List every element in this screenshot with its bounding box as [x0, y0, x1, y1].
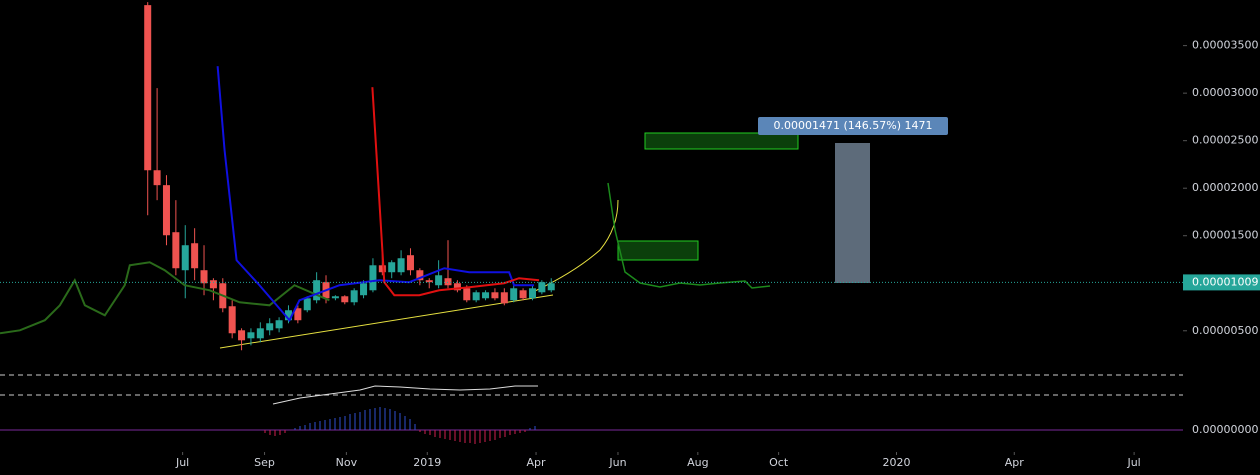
- candle-body: [228, 306, 236, 334]
- candle-body: [463, 288, 471, 301]
- candle-body: [341, 296, 349, 303]
- target-zone: [644, 132, 799, 150]
- y-tick-label: 0.00003500: [1192, 39, 1258, 52]
- candle-body: [247, 332, 255, 339]
- candle-body: [500, 292, 508, 304]
- oscillator-zero-label: 0.00000000: [1192, 423, 1258, 436]
- candle-body: [266, 323, 274, 331]
- candle-body: [482, 292, 490, 299]
- measure-label-box: [758, 117, 948, 135]
- indicator-line: [0, 261, 330, 335]
- last-price-box: [1183, 274, 1260, 291]
- projection-line: [607, 182, 771, 289]
- candle-body: [162, 185, 170, 236]
- candle-body: [378, 265, 386, 273]
- trend-curve: [534, 199, 619, 292]
- candle-body: [444, 278, 452, 286]
- candle-body: [360, 283, 368, 296]
- y-tick-label: 0.00001500: [1192, 229, 1258, 242]
- measure-label: 0.00001471 (146.57%) 1471: [774, 119, 933, 132]
- candle-body: [200, 270, 208, 284]
- candle-body: [472, 292, 480, 301]
- trend-line: [219, 294, 554, 349]
- candle-body: [144, 5, 152, 171]
- x-tick-label: Apr: [527, 456, 547, 469]
- candle-body: [294, 308, 302, 321]
- histogram-neg: [264, 430, 526, 444]
- candle-body: [519, 290, 527, 299]
- candle-body: [209, 280, 217, 289]
- candle-body: [453, 283, 461, 291]
- histogram-pos: [294, 407, 536, 430]
- candle-body: [491, 292, 499, 299]
- x-tick-label: Jul: [175, 456, 189, 469]
- candle-body: [547, 283, 555, 291]
- indicator-line: [371, 87, 540, 297]
- candle-body: [388, 262, 396, 273]
- candle-body: [331, 296, 339, 299]
- candle-body: [369, 265, 377, 291]
- indicator-line: [216, 66, 535, 323]
- candle-body: [191, 243, 199, 269]
- target-zone: [617, 240, 699, 261]
- x-tick-label: Nov: [336, 456, 358, 469]
- candle-body: [425, 280, 433, 283]
- x-tick-label: Apr: [1005, 456, 1025, 469]
- candle-body: [416, 270, 424, 281]
- y-tick-label: 0.00000500: [1192, 324, 1258, 337]
- oscillator-line: [272, 385, 538, 405]
- y-tick-label: 0.00003000: [1192, 86, 1258, 99]
- candle-body: [256, 328, 264, 339]
- x-tick-label: Jun: [608, 456, 626, 469]
- candle-body: [397, 258, 405, 273]
- candle-body: [510, 288, 518, 301]
- x-tick-label: Oct: [769, 456, 789, 469]
- measure-bar: [835, 143, 870, 283]
- candle-body: [172, 232, 180, 269]
- x-tick-label: Jul: [1126, 456, 1140, 469]
- candle-body: [528, 288, 536, 299]
- x-tick-label: Sep: [254, 456, 275, 469]
- candle-body: [303, 298, 311, 311]
- candle-body: [153, 170, 161, 186]
- candle-body: [238, 330, 246, 341]
- candle-body: [435, 275, 443, 286]
- candle-body: [406, 255, 414, 271]
- y-tick-label: 0.00002500: [1192, 134, 1258, 147]
- last-price-label: 0.00001009: [1192, 275, 1258, 288]
- x-tick-label: 2020: [882, 456, 910, 469]
- candle-body: [275, 320, 283, 329]
- candle-body: [284, 310, 292, 321]
- candle-body: [181, 245, 189, 271]
- x-tick-label: 2019: [413, 456, 441, 469]
- y-tick-label: 0.00002000: [1192, 181, 1258, 194]
- candle-body: [350, 290, 358, 303]
- candle-body: [538, 282, 546, 293]
- x-tick-label: Aug: [687, 456, 708, 469]
- candle-body: [313, 280, 321, 301]
